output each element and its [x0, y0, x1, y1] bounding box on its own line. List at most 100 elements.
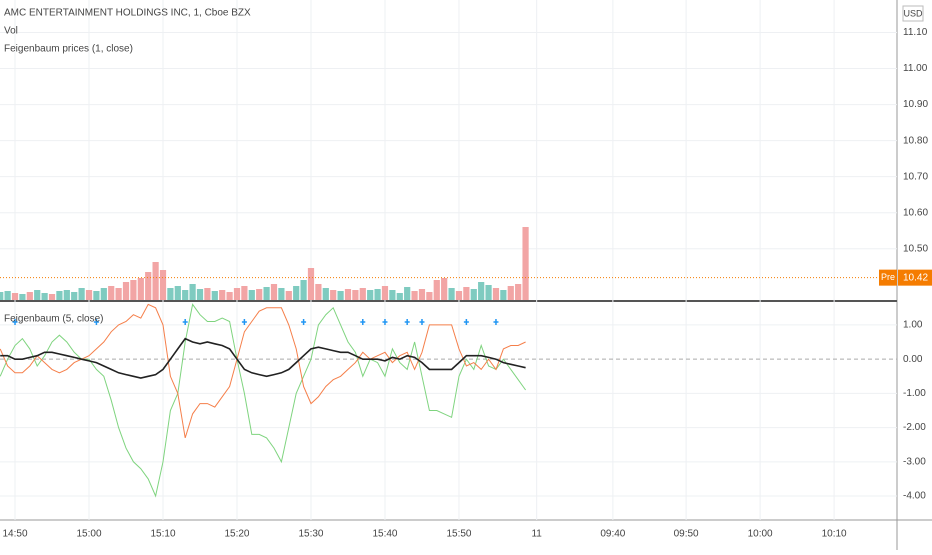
- volume-bar: [293, 286, 300, 300]
- volume-bar: [344, 289, 352, 300]
- currency-box[interactable]: [902, 5, 924, 22]
- volume-bar: [278, 288, 285, 300]
- volume-bar: [433, 280, 440, 300]
- volume-bar: [426, 292, 433, 300]
- volume-bar: [78, 288, 85, 300]
- pre-label: Pre: [881, 272, 895, 282]
- signal-marker: [301, 319, 307, 325]
- volume-bar: [300, 280, 307, 300]
- volume-bar: [226, 292, 233, 300]
- x-tick-label: 14:50: [3, 529, 28, 540]
- volume-bar: [256, 289, 263, 300]
- signal-marker: [419, 319, 425, 325]
- volume-bar: [263, 287, 270, 300]
- x-tick-label: 15:20: [224, 529, 249, 540]
- volume-bar: [122, 282, 130, 300]
- y-tick-label: 1.00: [903, 320, 923, 331]
- x-tick-label: 15:00: [76, 529, 101, 540]
- x-tick-label: 15:30: [298, 529, 323, 540]
- y-tick-label: 10.70: [903, 171, 928, 182]
- signal-marker: [93, 319, 99, 325]
- volume-bar: [485, 285, 492, 300]
- volume-bar: [411, 291, 418, 300]
- volume-bar: [11, 293, 19, 300]
- volume-bar: [182, 290, 189, 300]
- volume-bar: [322, 288, 329, 300]
- volume-bar: [478, 282, 485, 300]
- signal-marker: [360, 319, 366, 325]
- volume-bar: [337, 291, 344, 300]
- volume-bar: [189, 284, 196, 300]
- volume-bar: [63, 290, 70, 300]
- y-tick-label: 11.00: [903, 63, 928, 74]
- signal-marker: [182, 319, 188, 325]
- indicator-line: [0, 337, 526, 379]
- volume-bar: [285, 291, 292, 300]
- y-tick-label: 11.10: [903, 27, 928, 38]
- overlay-label: Feigenbaum prices (1, close): [4, 44, 133, 55]
- volume-bar: [152, 262, 159, 300]
- volume-bar: [241, 286, 248, 300]
- volume-bar: [71, 292, 78, 300]
- volume-bar: [219, 290, 226, 300]
- indicator-line: [0, 303, 526, 439]
- volume-bar: [418, 289, 426, 300]
- volume-bar: [130, 280, 137, 300]
- volume-bar: [307, 268, 315, 300]
- volume-bar: [381, 286, 389, 300]
- volume-bar: [248, 290, 255, 300]
- volume-bar: [26, 292, 33, 300]
- y-tick-label: -1.00: [903, 388, 926, 399]
- volume-bar: [448, 288, 455, 300]
- volume-bar: [56, 291, 63, 300]
- y-tick-label: -4.00: [903, 491, 926, 502]
- volume-bar: [463, 287, 470, 300]
- volume-bar: [48, 294, 56, 300]
- volume-bar: [137, 278, 144, 300]
- volume-bar: [374, 289, 381, 300]
- volume-bar: [330, 290, 337, 300]
- volume-bar: [159, 270, 167, 300]
- chart-title: AMC ENTERTAINMENT HOLDINGS INC, 1, Cboe …: [4, 8, 251, 19]
- volume-bar: [507, 286, 514, 300]
- volume-bar: [145, 272, 152, 300]
- volume-bar: [315, 284, 322, 300]
- volume-bar: [352, 290, 359, 300]
- x-tick-label: 11: [531, 529, 542, 540]
- volume-bar: [367, 290, 374, 300]
- y-tick-label: -3.00: [903, 456, 926, 467]
- volume-bar: [174, 286, 181, 300]
- volume-bar: [389, 290, 396, 300]
- x-tick-label: 10:10: [822, 529, 847, 540]
- signal-marker: [404, 319, 410, 325]
- pre-price-tag: [898, 269, 932, 286]
- volume-bar: [211, 291, 218, 300]
- y-tick-label: 0.00: [903, 354, 923, 365]
- y-tick-label: 10.90: [903, 99, 928, 110]
- y-tick-label: 10.80: [903, 135, 928, 146]
- volume-bar: [41, 293, 48, 300]
- signal-marker: [241, 319, 247, 325]
- volume-bar: [115, 288, 122, 300]
- x-tick-label: 15:40: [372, 529, 397, 540]
- volume-bar: [359, 288, 366, 300]
- volume-bar: [470, 289, 477, 300]
- volume-bar: [100, 288, 107, 300]
- x-tick-label: 09:50: [674, 529, 699, 540]
- x-tick-label: 10:00: [748, 529, 773, 540]
- volume-bar: [93, 291, 100, 300]
- volume-bar: [455, 291, 463, 300]
- volume-bar: [492, 288, 500, 300]
- volume-bar: [85, 290, 93, 300]
- volume-bar: [34, 290, 41, 300]
- volume-bar: [167, 288, 174, 300]
- signal-marker: [493, 319, 499, 325]
- volume-bar: [396, 293, 403, 300]
- currency[interactable]: USD: [903, 8, 923, 18]
- volume-bar: [0, 292, 4, 300]
- y-tick-label: -2.00: [903, 422, 926, 433]
- volume-label: Vol: [4, 26, 18, 37]
- signal-marker: [12, 319, 18, 325]
- volume-bar: [19, 294, 26, 300]
